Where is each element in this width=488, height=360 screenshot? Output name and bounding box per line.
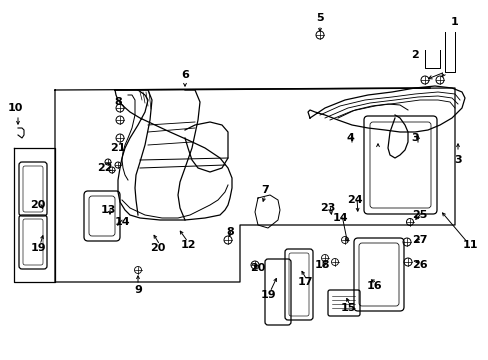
Text: 13: 13 bbox=[100, 205, 116, 215]
Text: 2: 2 bbox=[410, 50, 418, 60]
Text: 10: 10 bbox=[7, 103, 22, 113]
Text: 17: 17 bbox=[297, 277, 312, 287]
Text: 27: 27 bbox=[411, 235, 427, 245]
Text: 24: 24 bbox=[346, 195, 362, 205]
Text: 20: 20 bbox=[150, 243, 165, 253]
Text: 14: 14 bbox=[331, 213, 347, 223]
Text: 11: 11 bbox=[461, 240, 477, 250]
Text: 25: 25 bbox=[411, 210, 427, 220]
Text: 26: 26 bbox=[411, 260, 427, 270]
Text: 21: 21 bbox=[110, 143, 125, 153]
Text: 6: 6 bbox=[181, 70, 188, 80]
Text: 20: 20 bbox=[30, 200, 45, 210]
Text: 3: 3 bbox=[453, 155, 461, 165]
Text: 14: 14 bbox=[114, 217, 129, 227]
Text: 15: 15 bbox=[340, 303, 355, 313]
Text: 3: 3 bbox=[410, 133, 418, 143]
Text: 16: 16 bbox=[366, 281, 382, 291]
Text: 18: 18 bbox=[314, 260, 329, 270]
Text: 8: 8 bbox=[114, 97, 122, 107]
Text: 23: 23 bbox=[320, 203, 335, 213]
Text: 5: 5 bbox=[316, 13, 323, 23]
Text: 4: 4 bbox=[346, 133, 353, 143]
Text: 7: 7 bbox=[261, 185, 268, 195]
Text: 9: 9 bbox=[134, 285, 142, 295]
Text: 12: 12 bbox=[180, 240, 195, 250]
Text: 19: 19 bbox=[30, 243, 46, 253]
Text: 8: 8 bbox=[225, 227, 233, 237]
Text: 20: 20 bbox=[250, 263, 265, 273]
Text: 1: 1 bbox=[450, 17, 458, 27]
Text: 19: 19 bbox=[260, 290, 275, 300]
Text: 22: 22 bbox=[97, 163, 113, 173]
